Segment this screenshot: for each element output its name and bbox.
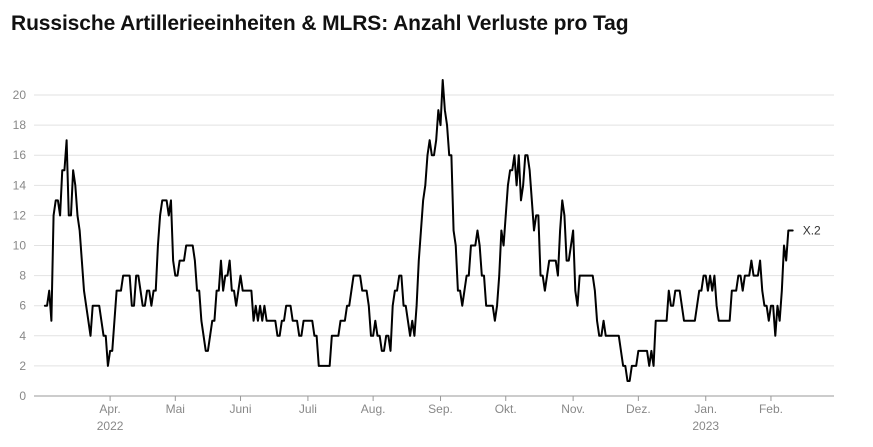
x-tick-label: Apr. <box>99 402 120 416</box>
y-tick-label: 8 <box>19 269 26 283</box>
y-tick-label: 4 <box>19 329 26 343</box>
x-tick-label: Nov. <box>561 402 585 416</box>
y-tick-label: 20 <box>13 88 27 102</box>
series-line <box>43 79 794 382</box>
y-tick-label: 18 <box>13 118 27 132</box>
x-tick-label: Mai <box>166 402 185 416</box>
y-tick-label: 2 <box>19 359 26 373</box>
gridlines <box>34 94 834 397</box>
x-tick-label: Aug. <box>361 402 386 416</box>
y-axis-tick-labels: 0 2 4 6 8 10 12 14 16 18 20 <box>13 88 27 403</box>
chart-title: Russische Artillerieeinheiten & MLRS: An… <box>11 12 629 35</box>
x-tick-year-label: 2022 <box>97 419 124 433</box>
y-tick-label: 16 <box>13 148 27 162</box>
x-tick-label: Juni <box>230 402 252 416</box>
y-tick-label: 10 <box>13 239 27 253</box>
series-group <box>43 79 794 382</box>
series-end-label: X.2 <box>803 223 821 237</box>
x-tick-label: Dez. <box>626 402 651 416</box>
x-axis-tick-labels: Apr. 2022 Mai Juni Juli Aug. Sep. Okt. Nov. Dez. J… <box>97 396 783 433</box>
series-labels: X.2 <box>803 223 821 237</box>
x-tick-label: Jan. <box>694 402 717 416</box>
y-tick-label: 12 <box>13 208 27 222</box>
y-tick-label: 6 <box>19 299 26 313</box>
x-tick-label: Okt. <box>495 402 517 416</box>
y-tick-label: 14 <box>13 178 27 192</box>
y-tick-label: 0 <box>19 389 26 403</box>
x-tick-label: Juli <box>299 402 317 416</box>
x-tick-label: Feb. <box>759 402 783 416</box>
x-tick-year-label: 2023 <box>692 419 719 433</box>
x-tick-label: Sep. <box>428 402 453 416</box>
